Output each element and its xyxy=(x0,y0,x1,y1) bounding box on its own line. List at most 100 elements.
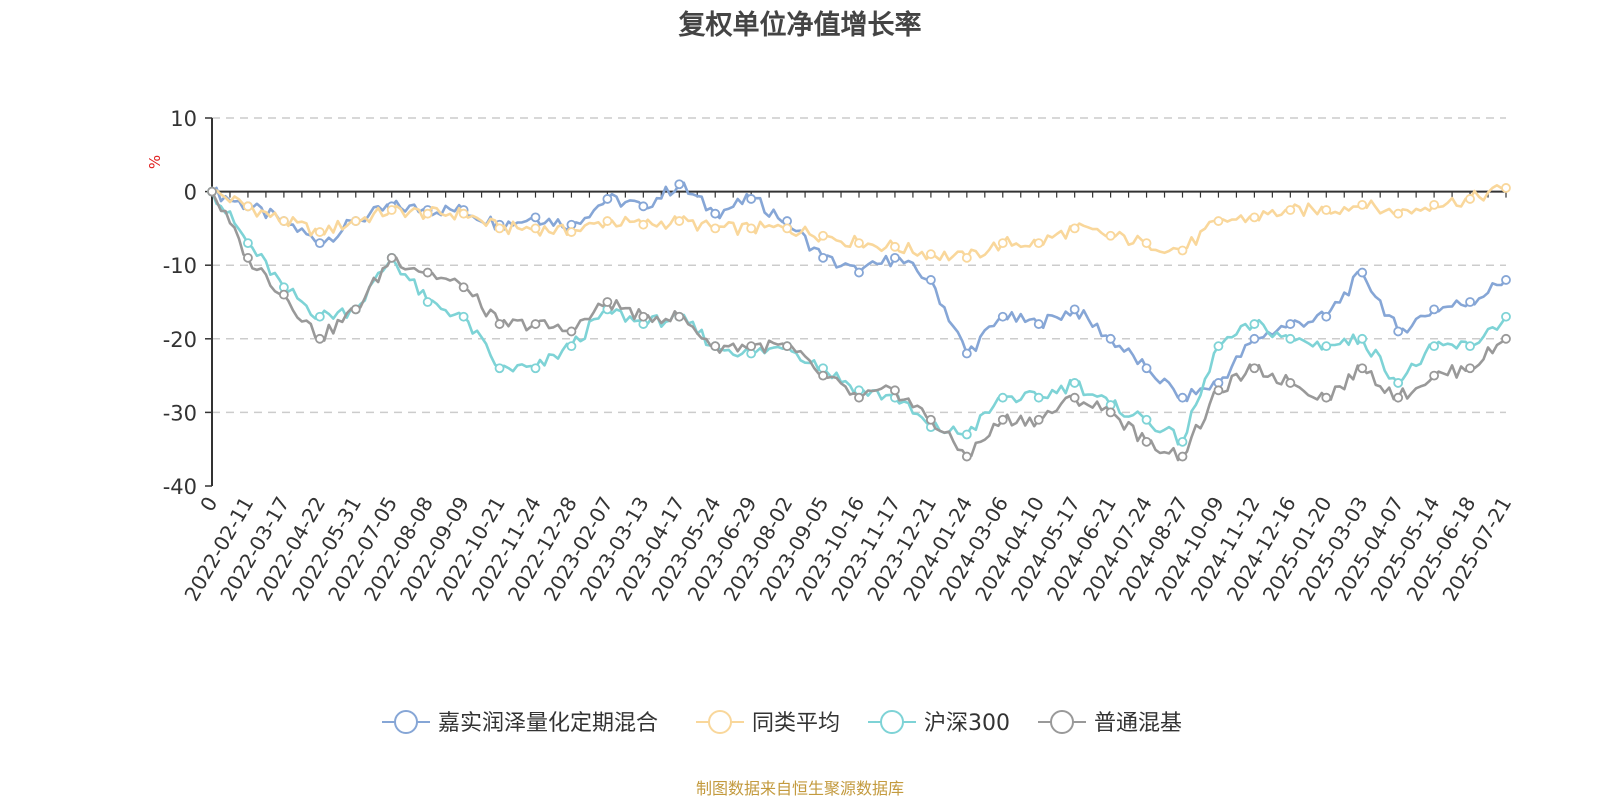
data-point xyxy=(1033,319,1044,329)
data-point xyxy=(1249,212,1260,223)
data-point xyxy=(1357,199,1368,210)
data-point xyxy=(710,208,721,219)
data-point xyxy=(1033,392,1044,403)
data-point xyxy=(1357,333,1368,344)
data-point xyxy=(243,238,253,249)
data-point xyxy=(602,216,613,226)
data-point xyxy=(1429,370,1440,381)
grid-lines xyxy=(212,117,1506,414)
data-source-note: 制图数据来自恒生聚源数据库 xyxy=(696,779,904,798)
data-point xyxy=(1177,451,1188,462)
data-point xyxy=(1393,326,1404,337)
data-point xyxy=(278,216,289,226)
data-point xyxy=(890,385,900,396)
data-point xyxy=(386,252,397,263)
series-1 xyxy=(207,183,1511,263)
data-point xyxy=(1429,341,1440,352)
data-point xyxy=(961,451,972,462)
y-tick-label: 0 xyxy=(184,181,197,205)
data-point xyxy=(782,223,793,234)
data-point xyxy=(746,194,757,204)
data-point xyxy=(925,275,936,285)
data-point xyxy=(278,289,289,300)
data-point xyxy=(961,348,972,359)
data-point xyxy=(1465,194,1475,204)
data-point xyxy=(1321,341,1332,352)
data-point xyxy=(961,252,972,263)
data-point xyxy=(494,223,505,234)
legend-item[interactable]: 同类平均 xyxy=(696,710,840,736)
chart-title: 复权单位净值增长率 xyxy=(679,9,922,41)
data-point xyxy=(1429,199,1440,210)
data-point xyxy=(458,208,469,219)
data-point xyxy=(1069,304,1080,315)
data-point xyxy=(494,363,505,374)
data-point xyxy=(1285,333,1296,344)
legend-item[interactable]: 嘉实润泽量化定期混合 xyxy=(382,710,658,736)
data-point xyxy=(638,201,649,212)
data-point xyxy=(1357,363,1368,374)
data-point xyxy=(566,341,577,352)
data-point xyxy=(854,392,864,403)
y-tick-label: -40 xyxy=(163,475,197,499)
data-point xyxy=(1249,333,1260,344)
data-point xyxy=(530,319,541,329)
data-point xyxy=(1429,304,1440,315)
data-point xyxy=(997,414,1008,425)
series-line xyxy=(210,191,1508,446)
data-point xyxy=(890,252,900,263)
data-point xyxy=(1213,341,1224,352)
data-point xyxy=(243,201,253,212)
data-point xyxy=(997,311,1008,322)
data-point xyxy=(854,267,864,278)
data-point xyxy=(674,179,685,190)
data-point xyxy=(1285,205,1296,215)
data-point xyxy=(602,194,613,204)
data-point xyxy=(1105,230,1116,241)
x-tick-label: 0 xyxy=(195,493,222,516)
data-point xyxy=(997,238,1008,249)
data-point xyxy=(314,227,325,237)
series-line xyxy=(210,191,1507,462)
data-point xyxy=(350,304,361,315)
legend[interactable]: 嘉实润泽量化定期混合 同类平均 沪深300 普通混基 xyxy=(382,710,1182,736)
data-point xyxy=(746,341,757,352)
data-point xyxy=(1501,275,1511,285)
data-point xyxy=(1177,436,1188,447)
data-point xyxy=(530,212,541,223)
data-point xyxy=(243,252,253,263)
legend-label: 嘉实润泽量化定期混合 xyxy=(438,711,658,736)
y-tick-label: -30 xyxy=(163,401,197,425)
data-point xyxy=(1141,414,1152,425)
data-point xyxy=(1321,392,1332,403)
data-point xyxy=(782,341,793,352)
data-point xyxy=(1033,414,1044,425)
data-point xyxy=(710,341,721,352)
data-point xyxy=(925,414,936,425)
data-point xyxy=(1393,392,1404,403)
y-tick-label: -10 xyxy=(163,254,197,278)
data-point xyxy=(818,252,828,263)
data-point xyxy=(818,370,828,381)
legend-item[interactable]: 沪深300 xyxy=(868,710,1010,736)
data-point xyxy=(530,363,541,374)
data-point xyxy=(1465,341,1475,352)
y-axis-unit: % xyxy=(146,155,164,169)
data-point xyxy=(350,216,361,226)
data-point xyxy=(422,267,433,278)
data-point xyxy=(1141,436,1152,447)
data-point xyxy=(1465,297,1475,307)
legend-label: 同类平均 xyxy=(752,711,840,736)
data-point xyxy=(1141,238,1152,249)
legend-item[interactable]: 普通混基 xyxy=(1038,710,1182,736)
data-point xyxy=(1069,223,1080,234)
data-point xyxy=(1501,183,1511,193)
data-point xyxy=(1249,363,1260,374)
data-point xyxy=(314,311,325,322)
data-point xyxy=(1285,319,1296,329)
data-point xyxy=(207,186,217,197)
data-point xyxy=(458,311,469,322)
data-point xyxy=(890,241,900,252)
